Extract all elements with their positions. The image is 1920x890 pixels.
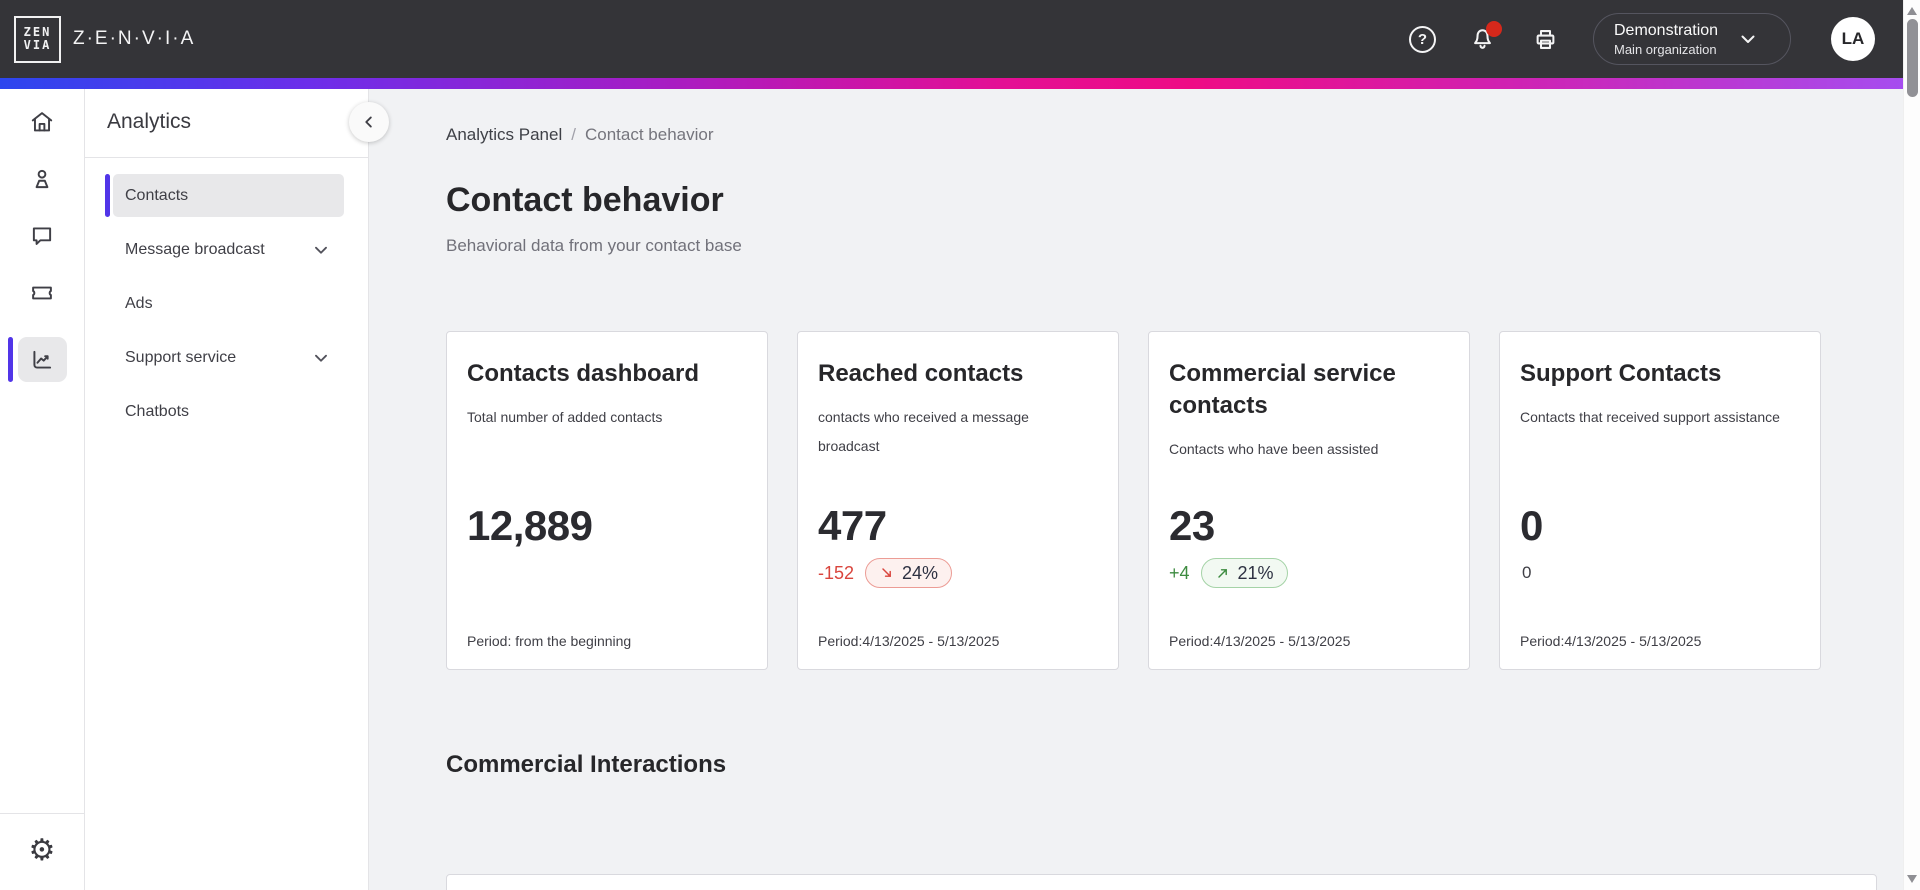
sidebar-collapse-button[interactable]	[349, 102, 389, 142]
analytics-sidebar: Analytics Contacts Message broadcast	[85, 89, 369, 890]
card-title: Commercial service contacts	[1169, 360, 1396, 419]
delta-value: 0	[1522, 563, 1532, 582]
card-description: Contacts that received support assistanc…	[1520, 409, 1780, 425]
notification-badge	[1486, 20, 1502, 37]
logo-text-bottom: VIA	[23, 38, 52, 52]
sidebar-item-contacts[interactable]: Contacts	[113, 174, 344, 217]
analytics-icon[interactable]	[0, 337, 85, 382]
sidebar-item-label: Chatbots	[125, 402, 190, 420]
notifications-bell-icon[interactable]	[1469, 20, 1502, 53]
content-area: Analytics Panel / Contact behavior Conta…	[369, 89, 1920, 890]
page-title: Contact behavior	[446, 181, 724, 219]
delta-value: +4	[1169, 562, 1190, 583]
nav-active-indicator	[105, 174, 110, 217]
sidebar-item-support-service[interactable]: Support service	[113, 336, 344, 379]
printer-icon[interactable]	[1532, 26, 1559, 53]
brand-wordmark: Z·E·N·V·I·A	[73, 28, 196, 49]
help-icon[interactable]: ?	[1409, 25, 1436, 53]
card-commercial-service-contacts: Commercial service contacts Contacts who…	[1148, 331, 1470, 670]
delta-percent: 24%	[902, 562, 939, 583]
sidebar-item-label: Message broadcast	[125, 240, 265, 258]
icon-rail: ⚙	[0, 89, 85, 890]
settings-gear-icon[interactable]: ⚙	[28, 833, 56, 868]
chevron-down-icon	[310, 347, 332, 369]
section-title-commercial-interactions: Commercial Interactions	[446, 751, 727, 778]
page-scrollbar[interactable]	[1903, 0, 1920, 890]
sidebar-item-label: Support service	[125, 348, 237, 366]
sidebar-item-chatbots[interactable]: Chatbots	[113, 390, 344, 433]
card-delta-row: +4 21%	[1169, 558, 1288, 588]
card-period: Period:4/13/2025 - 5/13/2025	[818, 633, 1000, 649]
user-avatar[interactable]: LA	[1831, 17, 1875, 61]
zenvia-logo-icon: ZEN VIA	[14, 15, 61, 63]
sidebar-item-label: Ads	[125, 294, 153, 312]
logo-text-top: ZEN	[23, 25, 52, 39]
card-title: Reached contacts	[818, 360, 1024, 387]
sidebar-item-message-broadcast[interactable]: Message broadcast	[113, 228, 344, 271]
organization-name: Demonstration	[1614, 21, 1719, 39]
breadcrumb-analytics-panel[interactable]: Analytics Panel	[446, 125, 563, 144]
scrollbar-up-arrow[interactable]	[1907, 7, 1917, 15]
contacts-icon[interactable]	[0, 166, 85, 192]
organization-subtitle: Main organization	[1614, 41, 1717, 57]
card-value: 0	[1520, 502, 1543, 549]
rail-active-indicator	[7, 337, 13, 382]
card-value: 477	[818, 502, 887, 549]
chevron-down-icon	[310, 239, 332, 261]
card-description: contacts who received a message broadcas…	[818, 409, 1029, 454]
breadcrumb-current: Contact behavior	[584, 125, 714, 144]
delta-percent: 21%	[1237, 562, 1274, 583]
tickets-icon[interactable]	[0, 280, 85, 306]
arrow-down-right-icon	[882, 568, 891, 577]
topbar: ZEN VIA Z·E·N·V·I·A ? Demonstration Main…	[0, 0, 1920, 78]
arrow-up-right-icon	[1217, 569, 1227, 578]
card-description: Contacts who have been assisted	[1169, 441, 1379, 457]
trend-badge-up: 21%	[1200, 558, 1288, 588]
rail-divider	[0, 813, 85, 814]
commercial-interactions-panel	[446, 874, 1877, 890]
card-delta-row: -152 24%	[818, 558, 953, 588]
organization-selector[interactable]: Demonstration Main organization	[1593, 13, 1791, 65]
breadcrumb: Analytics Panel / Contact behavior	[446, 125, 1920, 145]
sidebar-title: Analytics	[107, 110, 192, 133]
sidebar-nav: Contacts Message broadcast Ads Support	[85, 158, 368, 444]
conversations-icon[interactable]	[0, 223, 85, 249]
breadcrumb-separator: /	[571, 125, 576, 144]
card-description: Total number of added contacts	[467, 409, 663, 425]
chevron-down-icon	[1736, 27, 1760, 51]
sidebar-item-ads[interactable]: Ads	[113, 282, 344, 325]
card-title: Contacts dashboard	[467, 360, 700, 387]
card-reached-contacts: Reached contacts contacts who received a…	[797, 331, 1119, 670]
brand-gradient-strip	[0, 78, 1920, 89]
chevron-left-icon	[365, 116, 372, 128]
help-glyph: ?	[1417, 30, 1428, 48]
card-period: Period: from the beginning	[467, 633, 632, 649]
card-support-contacts: Support Contacts Contacts that received …	[1499, 331, 1821, 670]
card-title: Support Contacts	[1520, 360, 1722, 387]
card-period: Period:4/13/2025 - 5/13/2025	[1520, 633, 1702, 649]
card-period: Period:4/13/2025 - 5/13/2025	[1169, 633, 1351, 649]
page-subtitle: Behavioral data from your contact base	[446, 236, 742, 255]
sidebar-item-label: Contacts	[125, 186, 189, 204]
scrollbar-down-arrow[interactable]	[1907, 875, 1917, 883]
metric-cards-row: Contacts dashboard Total number of added…	[446, 331, 1920, 670]
delta-value: -152	[818, 562, 855, 583]
card-value: 23	[1169, 502, 1215, 549]
card-value: 12,889	[467, 502, 593, 549]
trend-badge-down: 24%	[865, 558, 953, 588]
scrollbar-thumb[interactable]	[1907, 19, 1918, 97]
card-contacts-dashboard: Contacts dashboard Total number of added…	[446, 331, 768, 670]
home-icon[interactable]	[0, 109, 85, 135]
